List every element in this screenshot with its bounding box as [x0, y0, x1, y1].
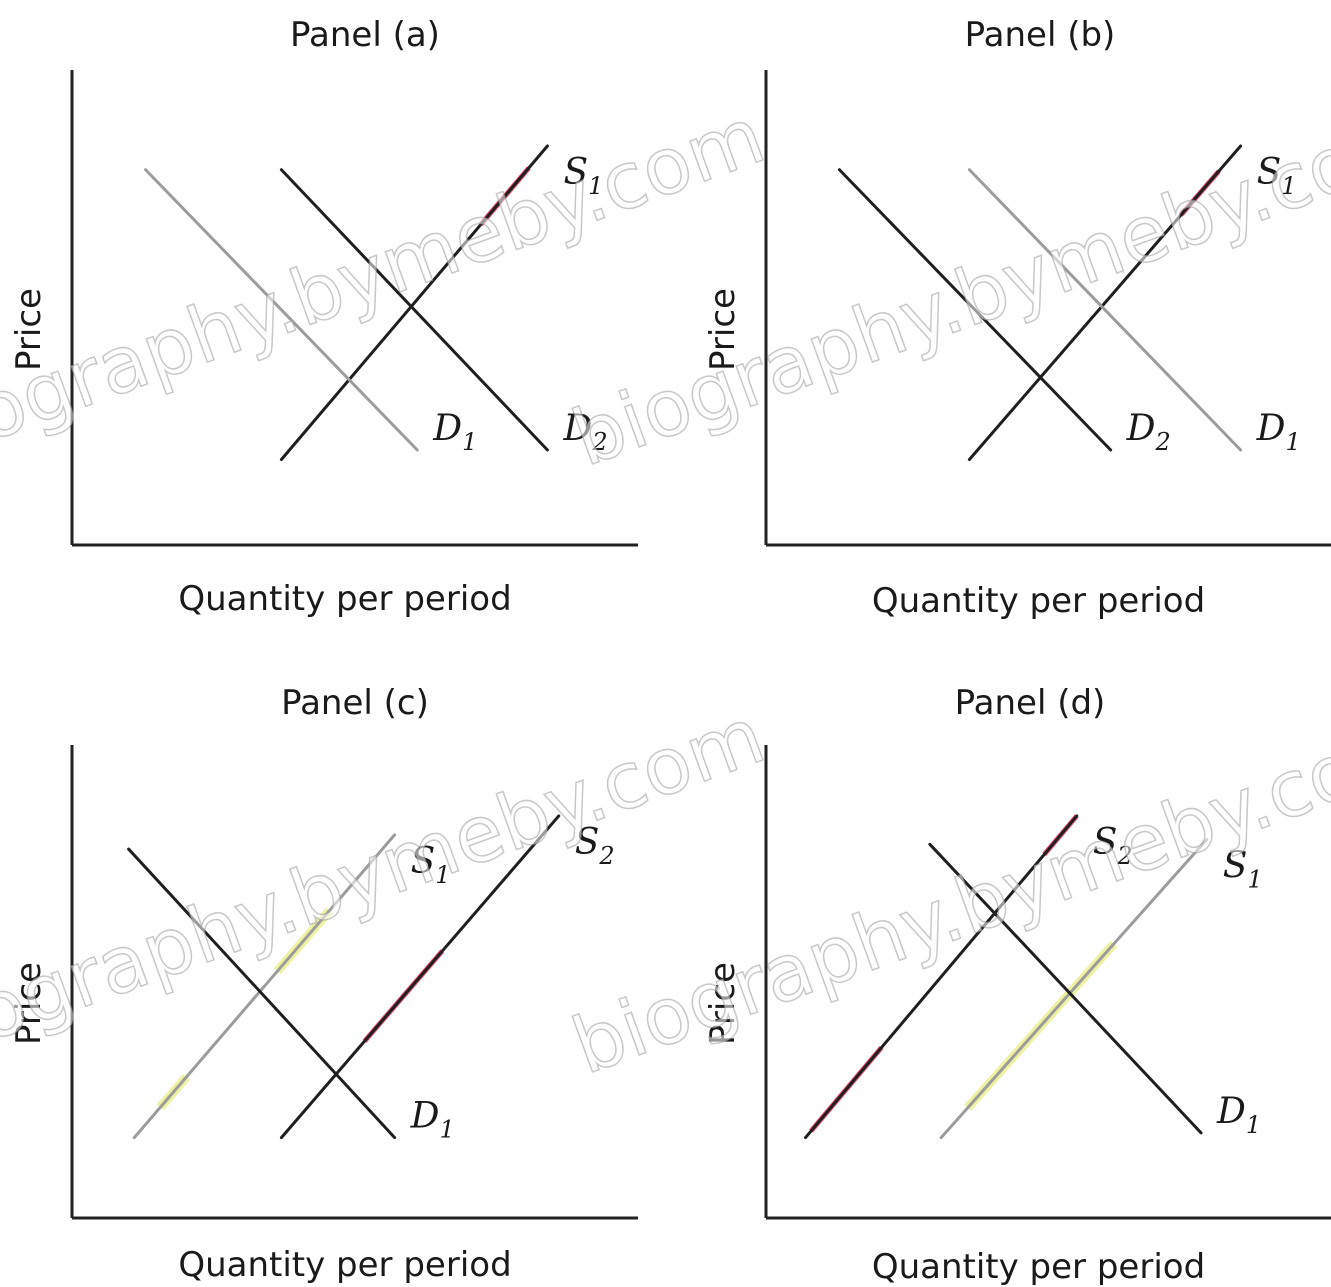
- panel-title: Panel (a): [290, 15, 440, 55]
- panel-title: Panel (b): [965, 15, 1116, 55]
- curve-label-s2: S2: [575, 822, 615, 870]
- x-axis-label: Quantity per period: [872, 581, 1205, 621]
- panel-title: Panel (d): [955, 683, 1106, 723]
- curve-label-s1: S1: [563, 152, 603, 200]
- panel-d: Panel (d) Quantity per period Price S1 S2 D1: [703, 683, 1331, 1287]
- curve-d1: [967, 168, 1243, 452]
- y-axis-label: Price: [9, 962, 49, 1045]
- curve-s1: [939, 838, 1209, 1140]
- curve-label-d1: D1: [1256, 408, 1301, 456]
- y-axis-label: Price: [703, 962, 743, 1045]
- panel-c: Panel (c) Quantity per period Price S1 S2 D1: [9, 683, 638, 1285]
- curve-label-d1: D1: [432, 408, 477, 456]
- curve-d1: [928, 842, 1203, 1135]
- curve-s2: [804, 814, 1079, 1140]
- panel-a: Panel (a) Quantity per period Price S1 D1 D2: [9, 15, 638, 619]
- curve-s1: [279, 144, 549, 461]
- curve-s1: [132, 833, 397, 1140]
- panel-b: Panel (b) Quantity per period Price S1 D1 D2: [703, 15, 1331, 621]
- curve-label-s1: S1: [411, 841, 451, 889]
- x-axis-label: Quantity per period: [872, 1247, 1205, 1287]
- curve-label-d1: D1: [410, 1096, 455, 1144]
- panel-title: Panel (c): [281, 683, 429, 723]
- x-axis-label: Quantity per period: [178, 1245, 511, 1285]
- curve-label-s1: S1: [1223, 846, 1263, 894]
- curve-label-s1: S1: [1257, 152, 1297, 200]
- curve-label-d2: D2: [562, 408, 607, 456]
- curve-d2: [837, 168, 1113, 452]
- curve-label-d1: D1: [1216, 1091, 1261, 1139]
- curve-d1: [127, 847, 397, 1140]
- x-axis-label: Quantity per period: [178, 579, 511, 619]
- curve-label-s2: S2: [1093, 822, 1133, 870]
- y-axis-label: Price: [9, 288, 49, 371]
- y-axis-label: Price: [703, 288, 743, 371]
- curve-d2: [279, 168, 549, 452]
- curve-s1: [967, 144, 1243, 461]
- curve-d1: [144, 168, 419, 452]
- curve-s2: [279, 814, 561, 1140]
- curve-label-d2: D2: [1126, 408, 1171, 456]
